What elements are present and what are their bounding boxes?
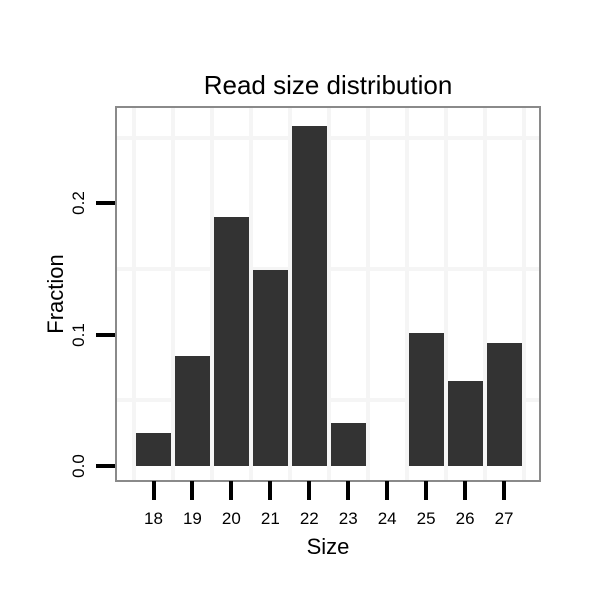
y-axis-tick — [96, 201, 115, 206]
minor-gridline-horizontal — [117, 267, 539, 272]
minor-gridline-vertical — [482, 108, 487, 480]
y-tick-label: 0.0 — [69, 454, 88, 478]
x-axis-tick — [307, 481, 312, 500]
minor-gridline-vertical — [170, 108, 175, 480]
x-tick-label: 21 — [260, 509, 280, 528]
y-axis-tick — [96, 464, 115, 468]
x-axis-label: Size — [306, 534, 350, 559]
bar-23 — [330, 422, 366, 466]
x-tick-label: 27 — [494, 509, 514, 528]
minor-gridline-vertical — [365, 108, 370, 480]
y-tick-label: 0.1 — [69, 322, 88, 347]
minor-gridline-vertical — [132, 108, 137, 480]
x-axis-tick — [346, 481, 351, 500]
bar-22 — [291, 125, 327, 466]
x-axis-tick — [268, 481, 273, 500]
minor-gridline-vertical — [248, 108, 253, 480]
x-axis-tick — [463, 481, 468, 500]
x-tick-label: 24 — [377, 509, 397, 528]
x-axis-tick — [502, 481, 507, 500]
bar-26 — [447, 380, 483, 466]
bar-27 — [486, 342, 522, 466]
y-axis-label: Fraction — [43, 254, 68, 334]
plot-panel — [96, 106, 541, 500]
x-axis-tick — [151, 481, 156, 500]
x-tick-label: 18 — [144, 509, 163, 528]
minor-gridline-vertical — [443, 108, 448, 480]
chart-title: Read size distribution — [203, 70, 453, 100]
x-tick-label: 19 — [182, 509, 202, 528]
minor-gridline-vertical — [404, 108, 409, 480]
x-tick-label: 25 — [416, 509, 436, 528]
minor-gridline-horizontal — [117, 398, 539, 403]
bar-25 — [408, 333, 444, 466]
minor-gridline-vertical — [209, 108, 214, 480]
minor-gridline-vertical — [287, 108, 292, 480]
bar-19 — [174, 355, 210, 466]
x-tick-label: 26 — [455, 509, 475, 528]
y-tick-label: 0.2 — [69, 191, 88, 216]
x-tick-label: 23 — [338, 509, 358, 528]
bar-21 — [252, 270, 288, 466]
y-axis-tick — [96, 332, 115, 337]
x-axis-tick — [424, 481, 429, 500]
x-axis-tick — [229, 481, 234, 500]
minor-gridline-horizontal — [117, 135, 539, 140]
bar-18 — [136, 433, 171, 466]
x-axis-tick — [385, 481, 390, 500]
minor-gridline-vertical — [521, 108, 526, 480]
x-tick-label: 20 — [221, 509, 241, 528]
bar-20 — [213, 216, 249, 466]
minor-gridline-vertical — [326, 108, 331, 480]
x-axis-tick — [190, 481, 195, 500]
x-tick-label: 22 — [299, 509, 319, 528]
